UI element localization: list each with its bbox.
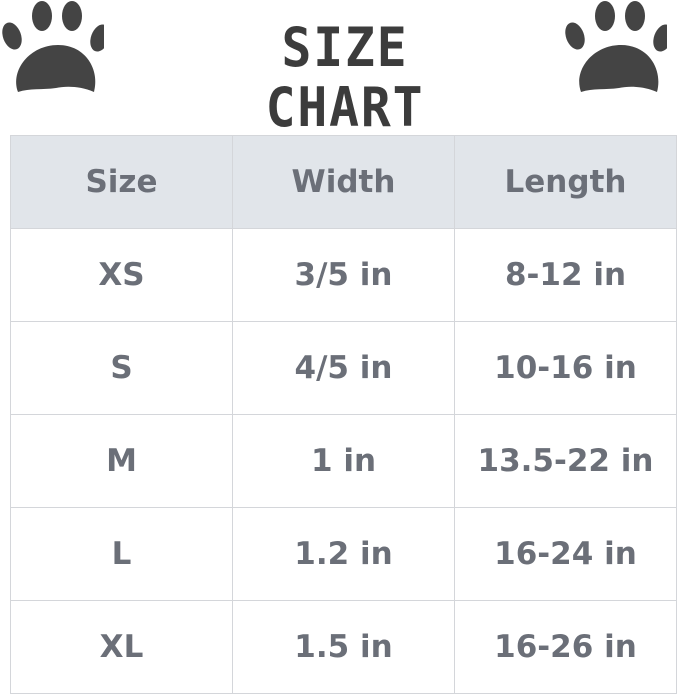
cell-width: 4/5 in — [232, 321, 455, 415]
table-row: XS 3/5 in 8-12 in — [10, 228, 677, 322]
table-header-row: Size Width Length — [10, 135, 677, 229]
cell-size: M — [10, 414, 233, 508]
cell-width: 1 in — [232, 414, 455, 508]
paw-print-icon — [563, 0, 673, 95]
cell-size: S — [10, 321, 233, 415]
cell-size: L — [10, 507, 233, 601]
page-title: SIZE CHART — [265, 16, 425, 139]
header-width: Width — [232, 135, 455, 229]
header-length: Length — [454, 135, 677, 229]
cell-size: XL — [10, 600, 233, 694]
cell-width: 1.5 in — [232, 600, 455, 694]
size-table: Size Width Length XS 3/5 in 8-12 in S 4/5 in… — [10, 135, 677, 694]
paw-print-icon — [0, 0, 110, 95]
cell-width: 3/5 in — [232, 228, 455, 322]
table-row: L 1.2 in 16-24 in — [10, 507, 677, 601]
cell-length: 10-16 in — [454, 321, 677, 415]
table-row: S 4/5 in 10-16 in — [10, 321, 677, 415]
cell-width: 1.2 in — [232, 507, 455, 601]
cell-length: 16-24 in — [454, 507, 677, 601]
cell-size: XS — [10, 228, 233, 322]
header-size: Size — [10, 135, 233, 229]
cell-length: 13.5-22 in — [454, 414, 677, 508]
cell-length: 8-12 in — [454, 228, 677, 322]
cell-length: 16-26 in — [454, 600, 677, 694]
table-row: XL 1.5 in 16-26 in — [10, 600, 677, 694]
